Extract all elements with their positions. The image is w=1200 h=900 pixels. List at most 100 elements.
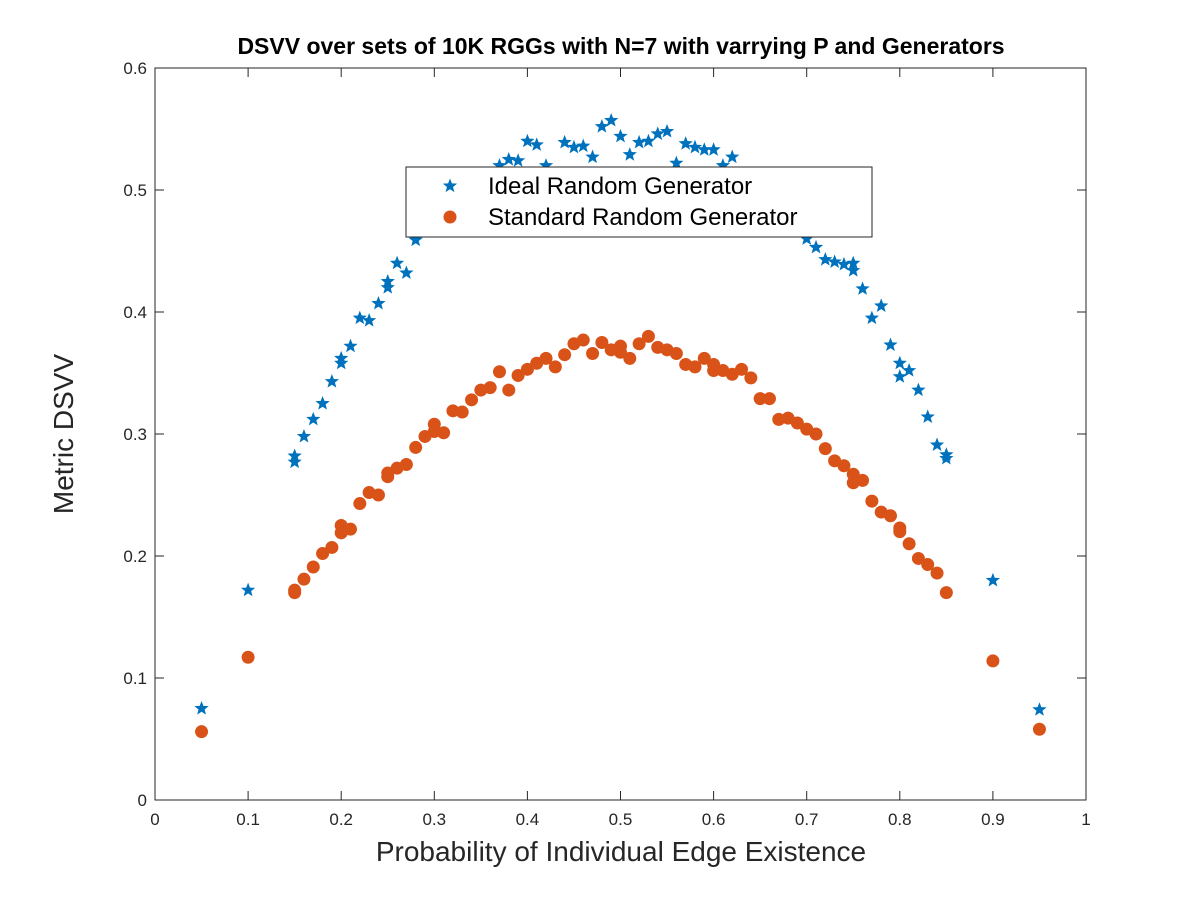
data-point-star — [827, 254, 842, 269]
data-point-star — [576, 138, 591, 153]
data-point-circle — [353, 497, 367, 511]
data-point-circle — [344, 522, 358, 536]
data-point-star — [883, 337, 898, 352]
data-point-circle — [837, 459, 851, 473]
data-point-star — [892, 355, 907, 370]
data-point-circle — [371, 488, 385, 502]
y-tick-label: 0.1 — [123, 669, 147, 688]
data-point-star — [315, 396, 330, 410]
data-point-circle — [921, 558, 935, 572]
data-point-circle — [809, 427, 823, 441]
data-point-star — [557, 134, 572, 149]
data-point-circle — [511, 368, 525, 382]
data-point-star — [678, 136, 693, 150]
y-tick-label: 0.5 — [123, 181, 147, 200]
data-point-circle — [325, 540, 339, 554]
legend-circle-marker — [443, 210, 457, 224]
axis-ticks: 0 0.1 0.2 0.3 0.4 0.5 0.6 0.7 0.8 0.9 1 0 0.1 0.2 0.3 0… — [123, 59, 1090, 829]
data-point-circle — [688, 360, 702, 374]
data-point-circle — [632, 337, 646, 351]
data-point-circle — [241, 650, 255, 664]
data-point-star — [622, 147, 637, 161]
data-point-star — [194, 701, 209, 715]
legend-entry-ideal: Ideal Random Generator — [488, 173, 752, 200]
data-point-star — [985, 572, 1001, 587]
data-point-circle — [316, 547, 330, 561]
data-point-circle — [288, 583, 302, 597]
data-point-circle — [437, 426, 451, 440]
data-point-star — [343, 338, 358, 353]
data-point-circle — [502, 383, 516, 397]
data-point-circle — [707, 364, 721, 378]
data-point-circle — [483, 381, 497, 395]
data-point-circle — [930, 566, 944, 580]
data-point-circle — [614, 345, 627, 359]
y-tick-label: 0.4 — [123, 303, 147, 322]
data-point-star — [846, 255, 861, 270]
x-tick-label: 0.8 — [888, 810, 912, 829]
legend-box — [405, 166, 873, 238]
data-point-circle — [539, 351, 553, 365]
data-point-star — [613, 128, 628, 143]
data-point-star — [296, 428, 312, 443]
y-tick-label: 0.3 — [123, 425, 147, 444]
data-point-star — [529, 137, 544, 151]
x-tick-label: 0.5 — [609, 810, 633, 829]
y-tick-label: 0.6 — [123, 59, 147, 78]
data-point-circle — [195, 725, 209, 739]
data-point-star — [725, 149, 740, 164]
x-tick-label: 0.3 — [422, 810, 446, 829]
legend-entry-standard: Standard Random Generator — [488, 204, 798, 231]
data-point-circle — [520, 362, 534, 376]
data-point-star — [1032, 702, 1047, 716]
data-point-star — [687, 139, 703, 154]
x-tick-label: 0.2 — [329, 810, 353, 829]
data-point-circle — [576, 333, 590, 347]
data-point-circle — [939, 586, 953, 600]
data-point-star — [864, 310, 879, 325]
y-tick-label: 0 — [138, 791, 147, 810]
data-point-star — [697, 142, 712, 156]
x-tick-label: 1 — [1081, 810, 1090, 829]
data-point-star — [715, 158, 731, 172]
data-point-circle — [753, 392, 767, 406]
y-tick-label: 0.2 — [123, 547, 147, 566]
data-point-star — [594, 119, 610, 133]
data-point-star — [566, 139, 582, 154]
x-tick-label: 0.9 — [981, 810, 1005, 829]
legend: Ideal Random Generator Standard Random G… — [405, 166, 873, 238]
data-point-star — [380, 274, 395, 288]
data-point-star — [799, 231, 814, 245]
data-point-star — [855, 281, 870, 295]
data-point-circle — [1032, 722, 1046, 736]
data-point-circle — [856, 473, 870, 487]
data-point-star — [650, 126, 665, 140]
data-point-star — [939, 450, 954, 465]
data-point-star — [324, 374, 340, 388]
data-point-circle — [883, 509, 897, 523]
data-point-star — [334, 355, 349, 370]
data-point-star — [920, 409, 935, 423]
data-point-star — [818, 252, 833, 266]
data-point-circle — [548, 360, 562, 374]
data-point-circle — [586, 346, 600, 360]
data-point-star — [362, 313, 377, 327]
data-point-star — [585, 149, 600, 164]
data-point-circle — [911, 551, 925, 565]
data-point-circle — [762, 392, 776, 406]
data-point-circle — [744, 371, 758, 385]
data-point-circle — [902, 537, 916, 551]
data-point-star — [510, 153, 526, 167]
data-point-star — [380, 280, 395, 294]
data-point-circle — [465, 393, 479, 407]
data-point-star — [641, 133, 656, 148]
x-tick-label: 0.4 — [516, 810, 540, 829]
data-point-star — [631, 134, 647, 149]
data-series — [194, 112, 1047, 739]
data-point-circle — [399, 458, 413, 471]
data-point-star — [538, 158, 554, 172]
data-point-circle — [790, 416, 804, 430]
chart-title: DSVV over sets of 10K RGGs with N=7 with… — [237, 33, 1004, 59]
x-tick-label: 0.1 — [236, 810, 260, 829]
